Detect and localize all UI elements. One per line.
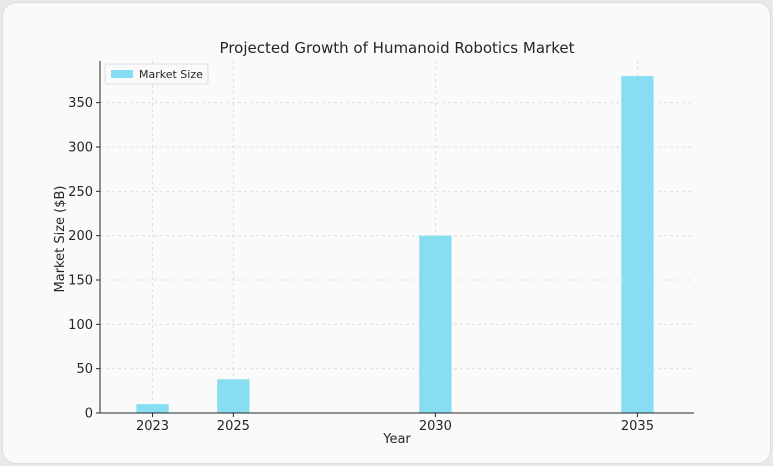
chart-title: Projected Growth of Humanoid Robotics Ma… (220, 39, 575, 57)
x-tick-label: 2023 (136, 419, 169, 434)
y-axis-ticks: 0 50 100 150 200 250 300 350 (68, 96, 100, 422)
y-tick-label: 300 (68, 141, 93, 156)
y-tick-label: 250 (68, 185, 93, 200)
legend-swatch (111, 70, 133, 78)
legend-label: Market Size (139, 68, 203, 81)
legend-box (104, 63, 209, 85)
bar-2030 (419, 235, 452, 413)
bar-2023 (136, 404, 169, 413)
y-tick-label: 100 (68, 318, 93, 333)
legend: Market Size (104, 63, 209, 85)
y-tick-label: 200 (68, 229, 93, 244)
bar-chart: Projected Growth of Humanoid Robotics Ma… (53, 39, 694, 447)
x-axis-label: Year (382, 432, 411, 447)
bars-layer (136, 76, 654, 413)
grid-layer (100, 61, 694, 414)
x-tick-label: 2025 (217, 419, 250, 434)
x-axis-ticks: 2023 2025 2030 2035 (136, 413, 654, 434)
bar-2025 (217, 379, 250, 413)
x-tick-label: 2030 (419, 419, 452, 434)
y-axis-label: Market Size ($B) (53, 186, 68, 293)
axes-spines (99, 61, 694, 414)
y-tick-label: 50 (76, 362, 93, 377)
y-tick-label: 350 (68, 96, 93, 111)
bar-2035 (621, 76, 654, 413)
x-tick-label: 2035 (621, 419, 654, 434)
y-tick-label: 0 (85, 407, 93, 422)
y-tick-label: 150 (68, 274, 93, 289)
